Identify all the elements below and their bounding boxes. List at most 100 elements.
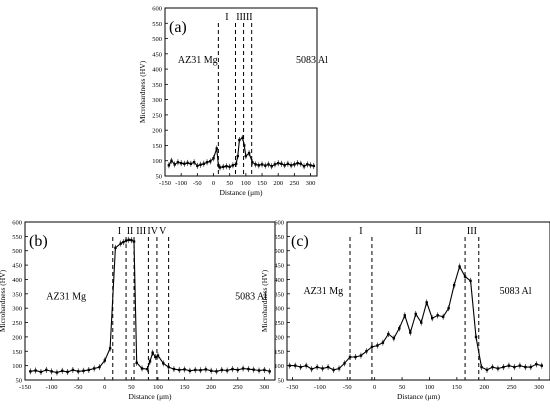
data-point <box>310 367 313 371</box>
y-tick-label: 400 <box>12 277 22 284</box>
data-point <box>71 368 75 372</box>
x-tick-label: 100 <box>241 180 251 187</box>
y-tick-label: 550 <box>274 234 284 241</box>
data-point <box>252 368 255 371</box>
zone-label: II <box>127 226 134 237</box>
data-point <box>156 354 160 357</box>
data-point <box>204 368 208 371</box>
zone-label: II <box>415 226 422 237</box>
data-point <box>430 317 434 320</box>
data-point <box>540 364 543 367</box>
y-tick-label: 450 <box>274 263 284 270</box>
data-point <box>312 164 315 168</box>
data-point <box>127 238 130 242</box>
panel-label: (b) <box>29 233 48 250</box>
data-point <box>225 165 228 168</box>
data-point <box>170 159 173 162</box>
y-tick-label: 450 <box>12 263 22 270</box>
data-point <box>441 315 445 318</box>
data-point <box>76 370 80 373</box>
x-tick-label: 250 <box>233 384 243 391</box>
data-point <box>458 265 461 268</box>
data-point <box>130 238 133 242</box>
y-tick-label: 200 <box>274 334 284 341</box>
hardness-series-line <box>30 239 270 374</box>
data-point <box>241 136 244 140</box>
data-point <box>178 368 181 372</box>
material-annotation: AZ31 Mg <box>178 55 218 66</box>
y-tick-label: 50 <box>156 174 163 181</box>
data-point <box>447 306 450 310</box>
data-point <box>192 161 196 164</box>
x-tick-label: 200 <box>273 180 283 187</box>
data-point <box>480 365 483 369</box>
data-point <box>132 240 136 243</box>
data-point <box>222 165 225 169</box>
data-point <box>436 314 439 317</box>
panel-b: 50100150200250300350400450500550600-150-… <box>0 220 276 401</box>
x-tick-label: 0 <box>373 384 376 391</box>
data-point <box>146 367 149 371</box>
data-point <box>108 347 112 350</box>
x-tick-label: 250 <box>289 180 299 187</box>
data-point <box>502 365 505 369</box>
data-point <box>183 368 186 371</box>
data-point <box>188 369 192 373</box>
data-point <box>55 371 59 374</box>
y-tick-label: 100 <box>152 158 162 165</box>
data-point <box>280 162 283 165</box>
data-point <box>247 151 251 155</box>
data-point <box>82 369 85 373</box>
data-point <box>199 369 202 372</box>
x-axis-label: Distance (μm) <box>220 188 263 197</box>
material-annotation: 5083 Al <box>296 55 328 66</box>
data-point <box>286 162 290 165</box>
data-point <box>167 365 170 369</box>
data-point <box>326 365 330 369</box>
data-point <box>194 368 197 372</box>
x-tick-label: 300 <box>259 384 269 391</box>
y-tick-label: 100 <box>12 363 22 370</box>
data-point <box>296 161 299 165</box>
data-point <box>179 161 183 165</box>
data-point <box>306 163 309 166</box>
x-tick-label: -50 <box>74 384 83 391</box>
panel-a: 50100150200250300350400450500550600-150-… <box>138 6 328 198</box>
data-point <box>257 164 260 167</box>
zone-label: I <box>118 226 121 237</box>
x-tick-label: 300 <box>534 384 544 391</box>
x-tick-label: -50 <box>193 180 202 187</box>
data-point <box>365 350 368 353</box>
data-point <box>299 162 303 165</box>
data-point <box>66 370 69 374</box>
y-tick-label: 550 <box>152 21 162 28</box>
data-point <box>202 162 206 165</box>
y-tick-label: 550 <box>12 234 22 241</box>
panel-c: 50100150200250300350400450500550600-150-… <box>260 220 550 401</box>
data-point <box>50 370 53 373</box>
data-point <box>283 164 286 167</box>
data-point <box>452 284 456 287</box>
data-point <box>485 368 489 372</box>
data-point <box>496 367 500 370</box>
y-tick-label: 250 <box>12 320 22 327</box>
data-point <box>236 154 239 158</box>
y-tick-label: 250 <box>274 320 284 327</box>
data-point <box>29 370 32 373</box>
data-point <box>98 365 101 369</box>
data-point <box>209 369 213 373</box>
data-point <box>381 341 385 344</box>
data-point <box>209 160 212 163</box>
data-point <box>124 239 128 242</box>
data-point <box>425 301 428 304</box>
y-tick-label: 300 <box>274 306 284 313</box>
data-point <box>474 335 478 339</box>
x-axis-label: Distance (μm) <box>397 392 440 401</box>
data-point <box>61 369 64 373</box>
data-point <box>343 362 346 365</box>
zone-label: III <box>467 226 477 237</box>
data-point <box>268 370 271 373</box>
x-tick-label: 50 <box>128 384 135 391</box>
x-tick-label: 200 <box>206 384 216 391</box>
material-annotation: AZ31 Mg <box>303 286 343 297</box>
